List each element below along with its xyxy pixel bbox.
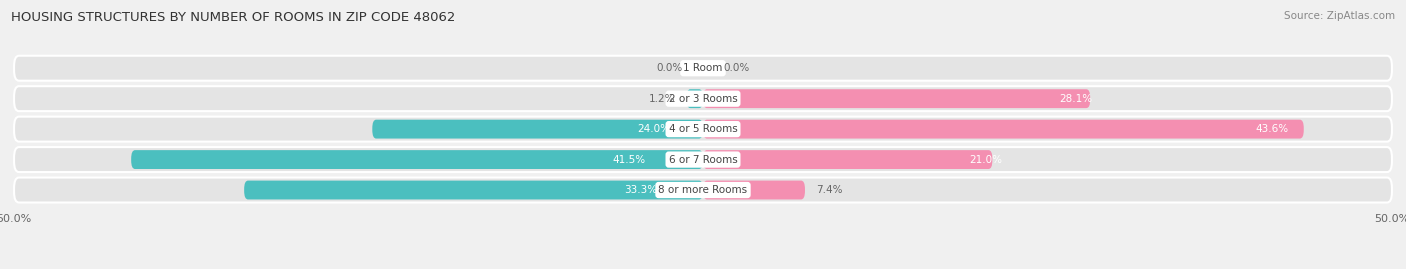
FancyBboxPatch shape bbox=[14, 147, 1392, 172]
Text: 0.0%: 0.0% bbox=[724, 63, 749, 73]
Text: 41.5%: 41.5% bbox=[613, 155, 645, 165]
FancyBboxPatch shape bbox=[703, 150, 993, 169]
FancyBboxPatch shape bbox=[14, 86, 1392, 111]
Text: HOUSING STRUCTURES BY NUMBER OF ROOMS IN ZIP CODE 48062: HOUSING STRUCTURES BY NUMBER OF ROOMS IN… bbox=[11, 11, 456, 24]
FancyBboxPatch shape bbox=[703, 120, 1303, 139]
Text: 7.4%: 7.4% bbox=[815, 185, 842, 195]
Text: Source: ZipAtlas.com: Source: ZipAtlas.com bbox=[1284, 11, 1395, 21]
FancyBboxPatch shape bbox=[245, 180, 703, 200]
FancyBboxPatch shape bbox=[14, 56, 1392, 81]
FancyBboxPatch shape bbox=[703, 89, 1090, 108]
Text: 1 Room: 1 Room bbox=[683, 63, 723, 73]
FancyBboxPatch shape bbox=[131, 150, 703, 169]
Text: 4 or 5 Rooms: 4 or 5 Rooms bbox=[669, 124, 737, 134]
Text: 24.0%: 24.0% bbox=[637, 124, 669, 134]
Text: 0.0%: 0.0% bbox=[657, 63, 682, 73]
FancyBboxPatch shape bbox=[686, 89, 703, 108]
FancyBboxPatch shape bbox=[14, 117, 1392, 141]
Text: 28.1%: 28.1% bbox=[1059, 94, 1092, 104]
Text: 6 or 7 Rooms: 6 or 7 Rooms bbox=[669, 155, 737, 165]
FancyBboxPatch shape bbox=[14, 178, 1392, 203]
Text: 33.3%: 33.3% bbox=[624, 185, 657, 195]
Text: 21.0%: 21.0% bbox=[969, 155, 1002, 165]
Text: 43.6%: 43.6% bbox=[1256, 124, 1289, 134]
Text: 1.2%: 1.2% bbox=[650, 94, 675, 104]
Text: 2 or 3 Rooms: 2 or 3 Rooms bbox=[669, 94, 737, 104]
FancyBboxPatch shape bbox=[703, 180, 806, 200]
FancyBboxPatch shape bbox=[373, 120, 703, 139]
Text: 8 or more Rooms: 8 or more Rooms bbox=[658, 185, 748, 195]
